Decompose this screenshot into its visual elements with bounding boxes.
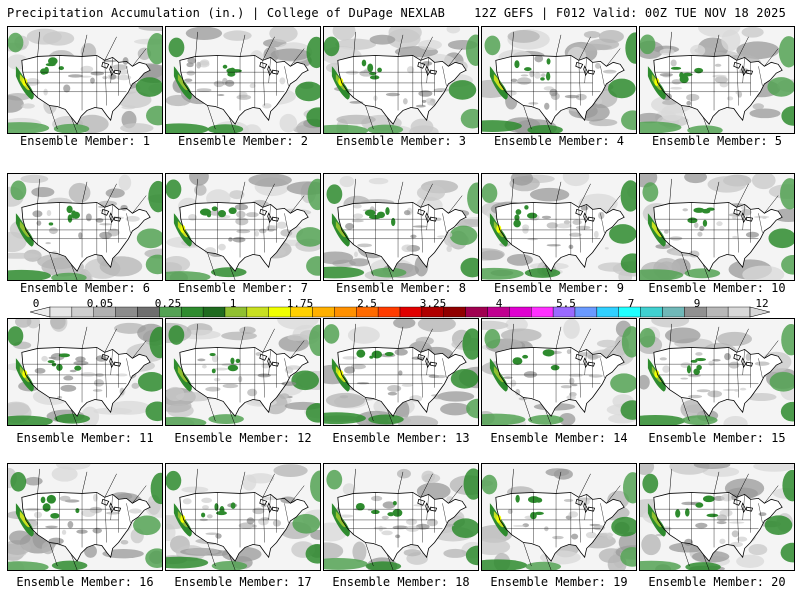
panel-caption: Ensemble Member: 14 xyxy=(490,431,628,445)
page-title: Precipitation Accumulation (in.) | Colle… xyxy=(7,6,446,20)
panel-caption: Ensemble Member: 9 xyxy=(493,281,625,295)
map-panel xyxy=(639,173,795,281)
colorbar-bin xyxy=(312,306,335,318)
colorbar xyxy=(30,306,770,318)
panel-caption: Ensemble Member: 20 xyxy=(648,575,786,589)
panel-caption: Ensemble Member: 2 xyxy=(177,134,309,148)
colorbar-bin xyxy=(181,306,204,318)
panel-caption: Ensemble Member: 11 xyxy=(16,431,154,445)
colorbar-bin xyxy=(596,306,619,318)
colorbar-label: 0.05 xyxy=(86,297,114,310)
map-panel xyxy=(323,173,479,281)
panel-caption: Ensemble Member: 7 xyxy=(177,281,309,295)
panel-caption: Ensemble Member: 10 xyxy=(648,281,786,295)
panel-caption: Ensemble Member: 19 xyxy=(490,575,628,589)
run-info: 12Z GEFS | F012 Valid: 00Z TUE NOV 18 20… xyxy=(474,6,786,20)
panel-caption: Ensemble Member: 8 xyxy=(335,281,467,295)
colorbar-label: 7 xyxy=(627,297,635,310)
map-panel xyxy=(323,463,479,571)
colorbar-bin xyxy=(115,306,138,318)
map-panel xyxy=(7,26,163,134)
colorbar-label: 2.5 xyxy=(357,297,377,310)
map-panel xyxy=(481,318,637,426)
panel-caption: Ensemble Member: 5 xyxy=(651,134,783,148)
panel-caption: Ensemble Member: 1 xyxy=(19,134,151,148)
colorbar-bin xyxy=(334,306,357,318)
panel-caption: Ensemble Member: 3 xyxy=(335,134,467,148)
map-panel xyxy=(639,318,795,426)
panel-caption: Ensemble Member: 4 xyxy=(493,134,625,148)
map-panel xyxy=(639,26,795,134)
colorbar-bin xyxy=(202,306,226,318)
colorbar-bin xyxy=(640,306,663,318)
panel-caption: Ensemble Member: 15 xyxy=(648,431,786,445)
map-panel xyxy=(7,463,163,571)
colorbar-label: 0.25 xyxy=(154,297,182,310)
panel-caption: Ensemble Member: 16 xyxy=(16,575,154,589)
map-panel xyxy=(481,26,637,134)
colorbar-bin xyxy=(465,306,488,318)
map-panel xyxy=(639,463,795,571)
colorbar-bin xyxy=(49,306,73,318)
colorbar-bin xyxy=(706,306,729,318)
colorbar-label: 5.5 xyxy=(556,297,576,310)
colorbar-bin xyxy=(662,306,685,318)
map-panel xyxy=(165,318,321,426)
map-panel xyxy=(7,318,163,426)
map-panel xyxy=(165,26,321,134)
colorbar-bin xyxy=(509,306,532,318)
map-panel xyxy=(323,26,479,134)
map-panel xyxy=(323,318,479,426)
colorbar-label: 1 xyxy=(229,297,237,310)
panel-caption: Ensemble Member: 12 xyxy=(174,431,312,445)
colorbar-label: 3.25 xyxy=(419,297,447,310)
panel-caption: Ensemble Member: 6 xyxy=(19,281,151,295)
colorbar-max-arrow xyxy=(749,306,770,318)
panel-caption: Ensemble Member: 13 xyxy=(332,431,470,445)
map-panel xyxy=(7,173,163,281)
colorbar-label: 9 xyxy=(693,297,701,310)
colorbar-label: 12 xyxy=(755,297,769,310)
colorbar-label: 4 xyxy=(495,297,503,310)
map-panel xyxy=(481,463,637,571)
colorbar-bin xyxy=(399,306,423,318)
colorbar-bin xyxy=(377,306,401,318)
map-panel xyxy=(165,173,321,281)
colorbar-label: 0 xyxy=(32,297,40,310)
colorbar-bin xyxy=(246,306,269,318)
colorbar-bin xyxy=(574,306,598,318)
colorbar-bin xyxy=(727,306,751,318)
panel-caption: Ensemble Member: 17 xyxy=(174,575,312,589)
map-panel xyxy=(481,173,637,281)
colorbar-label: 1.75 xyxy=(286,297,314,310)
colorbar-bin xyxy=(531,306,554,318)
colorbar-bin xyxy=(443,306,466,318)
map-panel xyxy=(165,463,321,571)
panel-caption: Ensemble Member: 18 xyxy=(332,575,470,589)
